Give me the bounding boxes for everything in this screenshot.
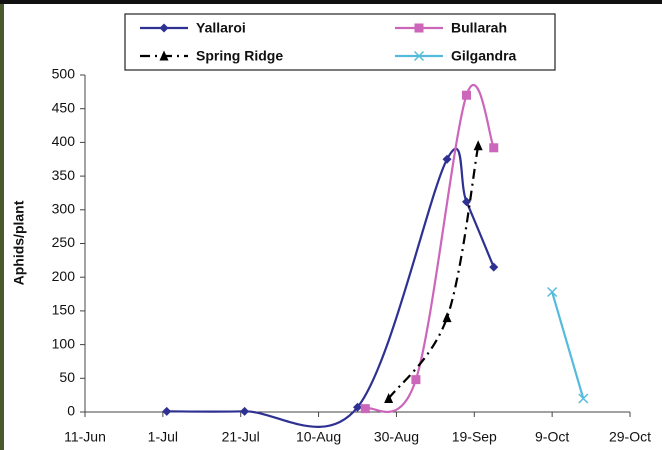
legend-box: [124, 13, 556, 71]
data-point: [411, 375, 421, 385]
legend-marker: [159, 50, 169, 61]
data-point: [162, 406, 172, 416]
data-point: [442, 154, 452, 164]
y-tick-label: 300: [52, 201, 76, 217]
x-tick-label: 29-Oct: [609, 429, 651, 445]
legend-label: Gilgandra: [451, 48, 517, 64]
legend-marker: [414, 23, 424, 33]
y-tick-label: 250: [52, 234, 76, 250]
x-tick-label: 19-Sep: [452, 429, 497, 445]
data-point: [240, 406, 250, 416]
data-point: [462, 197, 471, 207]
y-tick-label: 500: [52, 66, 76, 82]
left-edge: [0, 0, 4, 450]
x-tick-label: 9-Oct: [535, 429, 569, 445]
data-point: [489, 262, 499, 272]
x-tick-label: 21-Jul: [222, 429, 260, 445]
x-tick-label: 30-Aug: [374, 429, 419, 445]
data-point: [384, 393, 394, 404]
data-point: [360, 404, 370, 414]
legend-label: Bullarah: [451, 20, 507, 36]
x-tick-label: 1-Jul: [148, 429, 178, 445]
y-axis-title: Aphids/plant: [11, 200, 27, 285]
data-point: [353, 402, 362, 412]
series-line: [364, 83, 495, 413]
legend-label: Yallaroi: [196, 20, 246, 36]
top-bar: [0, 0, 662, 4]
y-tick-label: 200: [52, 268, 76, 284]
y-tick-label: 50: [59, 369, 75, 385]
series-line: [387, 145, 480, 400]
data-point: [547, 286, 558, 298]
data-point: [442, 312, 452, 323]
data-point: [462, 90, 471, 100]
x-tick-label: 10-Aug: [296, 429, 341, 445]
x-tick-label: 11-Jun: [64, 429, 106, 445]
y-tick-label: 400: [52, 133, 76, 149]
legend-label: Spring Ridge: [196, 48, 283, 64]
y-tick-label: 100: [52, 335, 76, 351]
y-tick-label: 350: [52, 167, 76, 183]
legend-marker: [413, 50, 425, 62]
data-point: [578, 393, 589, 404]
legend-marker: [159, 23, 169, 33]
y-tick-label: 0: [67, 403, 75, 419]
y-tick-label: 150: [52, 302, 76, 318]
data-point: [473, 140, 483, 151]
series-line: [551, 291, 585, 399]
y-tick-label: 450: [52, 99, 76, 115]
data-point: [489, 143, 499, 153]
